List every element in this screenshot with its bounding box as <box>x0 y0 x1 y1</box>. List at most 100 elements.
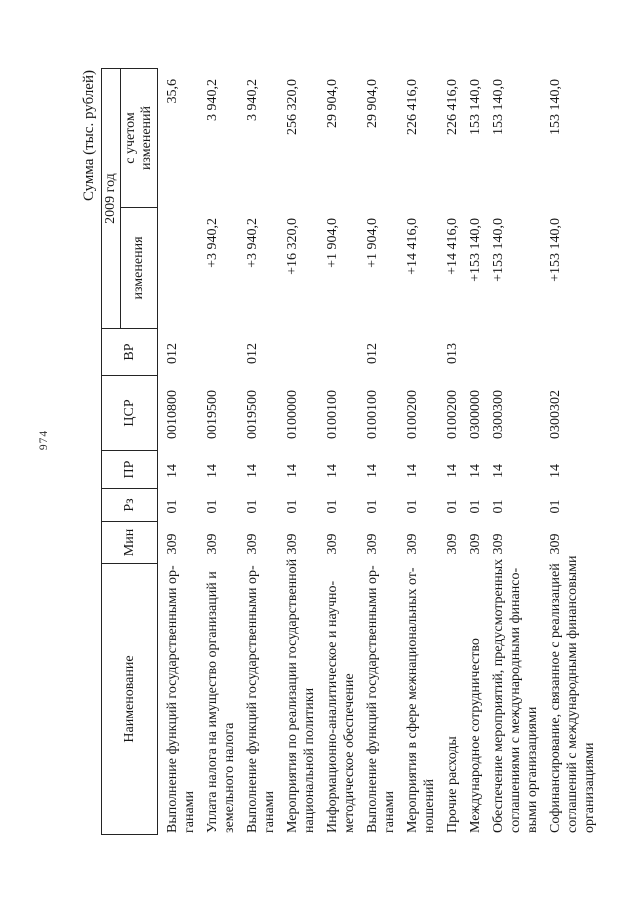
izmeneniya-cell: +3 940,2 <box>205 218 220 268</box>
s-uchetom-cell: 3 940,2 <box>205 79 220 121</box>
min-cell: 309 <box>365 533 380 555</box>
name-cell: Уплата налога на имущество организаций и… <box>205 571 237 833</box>
table-row: Информационно-аналитическое и научно- ме… <box>318 68 358 835</box>
izmeneniya-cell: +153 140,0 <box>468 218 483 282</box>
csr-cell: 0300300 <box>491 390 506 439</box>
pr-cell: 14 <box>285 464 300 478</box>
min-cell: 309 <box>491 533 506 555</box>
table-row: Мероприятия в сфере межнациональных от- … <box>398 68 438 835</box>
vr-cell: 012 <box>245 343 260 364</box>
rz-cell: 01 <box>468 499 483 514</box>
csr-cell: 0019500 <box>245 390 260 439</box>
table-header-row: Наименование Мин Рз ПР ЦСР ВР 2009 год и… <box>101 68 158 835</box>
s-uchetom-cell: 153 140,0 <box>468 79 483 135</box>
csr-cell: 0100100 <box>365 390 380 439</box>
table-row: Обеспечение мероприятий, предусмотренных… <box>484 68 541 835</box>
pr-cell: 14 <box>245 464 260 478</box>
rz-cell: 01 <box>245 499 260 514</box>
rz-cell: 01 <box>205 499 220 514</box>
rz-cell: 01 <box>548 499 563 514</box>
header-rz: Рз <box>102 489 157 522</box>
rz-cell: 01 <box>325 499 340 514</box>
pr-cell: 14 <box>325 464 340 478</box>
name-cell: Мероприятия по реализации государственно… <box>285 558 317 833</box>
min-cell: 309 <box>325 533 340 555</box>
table-row: Уплата налога на имущество организаций и… <box>198 68 238 835</box>
s-uchetom-cell: 35,6 <box>165 79 180 104</box>
min-cell: 309 <box>165 533 180 555</box>
header-min: Мин <box>102 522 157 564</box>
izmeneniya-cell: +14 416,0 <box>405 218 420 275</box>
min-cell: 309 <box>445 533 460 555</box>
name-cell: Выполнение функций государственными ор- … <box>245 565 277 833</box>
s-uchetom-cell: 256 320,0 <box>285 79 300 135</box>
csr-cell: 0100100 <box>325 390 340 439</box>
min-cell: 309 <box>285 533 300 555</box>
s-uchetom-cell: 3 940,2 <box>245 79 260 121</box>
min-cell: 309 <box>405 533 420 555</box>
pr-cell: 14 <box>405 464 420 478</box>
budget-table: Наименование Мин Рз ПР ЦСР ВР 2009 год и… <box>101 68 598 835</box>
header-csr: ЦСР <box>102 376 157 451</box>
s-uchetom-cell: 29 904,0 <box>325 79 340 128</box>
table-body: Выполнение функций государственными ор- … <box>158 68 598 835</box>
csr-cell: 0300302 <box>548 390 563 439</box>
csr-cell: 0010800 <box>165 390 180 439</box>
header-pr: ПР <box>102 451 157 489</box>
pr-cell: 14 <box>205 464 220 478</box>
vr-cell: 013 <box>445 343 460 364</box>
min-cell: 309 <box>468 533 483 555</box>
pr-cell: 14 <box>468 464 483 478</box>
table-row: Выполнение функций государственными ор- … <box>238 68 278 835</box>
csr-cell: 0100200 <box>445 390 460 439</box>
name-cell: Информационно-аналитическое и научно- ме… <box>325 580 357 833</box>
table-row: Международное сотрудничество 309 01 14 0… <box>461 68 484 835</box>
pr-cell: 14 <box>548 464 563 478</box>
table-row: Мероприятия по реализации государственно… <box>278 68 318 835</box>
pr-cell: 14 <box>365 464 380 478</box>
s-uchetom-cell: 153 140,0 <box>548 79 563 135</box>
s-uchetom-cell: 226 416,0 <box>405 79 420 135</box>
s-uchetom-cell: 226 416,0 <box>445 79 460 135</box>
vr-cell: 012 <box>165 343 180 364</box>
izmeneniya-cell: +1 904,0 <box>365 218 380 268</box>
name-cell: Выполнение функций государственными ор- … <box>365 565 397 833</box>
min-cell: 309 <box>205 533 220 555</box>
pr-cell: 14 <box>491 464 506 478</box>
izmeneniya-cell: +3 940,2 <box>245 218 260 268</box>
rz-cell: 01 <box>405 499 420 514</box>
header-vr: ВР <box>102 329 157 376</box>
csr-cell: 0300000 <box>468 390 483 439</box>
csr-cell: 0100200 <box>405 390 420 439</box>
min-cell: 309 <box>548 533 563 555</box>
name-cell: Прочие расходы <box>445 736 460 833</box>
rz-cell: 01 <box>285 499 300 514</box>
s-uchetom-cell: 29 904,0 <box>365 79 380 128</box>
rz-cell: 01 <box>365 499 380 514</box>
csr-cell: 0019500 <box>205 390 220 439</box>
header-name: Наименование <box>121 655 137 743</box>
header-year: 2009 год <box>102 69 121 328</box>
izmeneniya-cell: +153 140,0 <box>491 218 506 282</box>
sum-caption: Сумма (тыс. рублей) <box>81 70 97 202</box>
pr-cell: 14 <box>165 464 180 478</box>
name-cell: Софинансирование, связанное с реализацие… <box>548 555 597 833</box>
pr-cell: 14 <box>445 464 460 478</box>
page-number: 974 <box>38 429 50 451</box>
name-cell: Мероприятия в сфере межнациональных от- … <box>405 567 437 833</box>
table-row: Прочие расходы 309 01 14 0100200 013 +14… <box>438 68 461 835</box>
s-uchetom-cell: 153 140,0 <box>491 79 506 135</box>
table-row: Выполнение функций государственными ор- … <box>158 68 198 835</box>
izmeneniya-cell: +14 416,0 <box>445 218 460 275</box>
rz-cell: 01 <box>165 499 180 514</box>
header-amount-group: 2009 год изменения с учетом изменений <box>102 69 157 329</box>
izmeneniya-cell: +1 904,0 <box>325 218 340 268</box>
name-cell: Международное сотрудничество <box>468 638 483 833</box>
izmeneniya-cell: +16 320,0 <box>285 218 300 275</box>
rz-cell: 01 <box>445 499 460 514</box>
name-cell: Обеспечение мероприятий, предусмотренных… <box>491 558 540 833</box>
header-s-uchetom-izmeneniy: с учетом изменений <box>121 69 157 208</box>
rz-cell: 01 <box>491 499 506 514</box>
